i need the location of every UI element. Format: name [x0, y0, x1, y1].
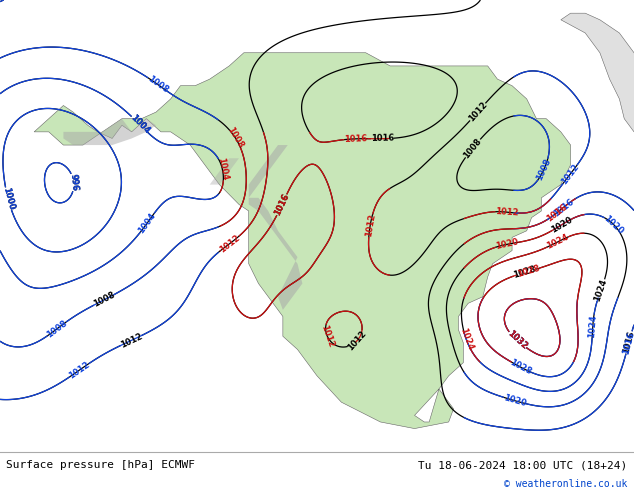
Text: Surface pressure [hPa] ECMWF: Surface pressure [hPa] ECMWF	[6, 460, 195, 470]
Polygon shape	[34, 53, 571, 429]
Text: Tu 18-06-2024 18:00 UTC (18+24): Tu 18-06-2024 18:00 UTC (18+24)	[418, 460, 628, 470]
Text: 1028: 1028	[512, 265, 537, 280]
Text: 1020: 1020	[602, 214, 625, 236]
Text: 1024: 1024	[587, 314, 598, 338]
Text: 1004: 1004	[128, 113, 151, 136]
Text: 1016: 1016	[621, 330, 634, 355]
Text: 1020: 1020	[503, 393, 527, 408]
Text: 1008: 1008	[462, 136, 484, 160]
Text: 1016: 1016	[621, 330, 634, 355]
Text: 1000: 1000	[1, 186, 15, 211]
Text: 996: 996	[68, 173, 79, 192]
Polygon shape	[249, 145, 288, 198]
Text: 1024: 1024	[593, 278, 609, 303]
Text: © weatheronline.co.uk: © weatheronline.co.uk	[504, 479, 628, 489]
Text: 1012: 1012	[467, 100, 489, 123]
Text: 1024: 1024	[545, 233, 570, 251]
Text: 1000: 1000	[1, 186, 15, 211]
Text: 1032: 1032	[505, 329, 529, 351]
Text: 1016: 1016	[344, 134, 368, 144]
Text: 1016: 1016	[545, 202, 569, 223]
Text: 1012: 1012	[346, 329, 368, 352]
Text: 1012: 1012	[364, 213, 377, 238]
Text: 1016: 1016	[371, 134, 394, 144]
Text: 1012: 1012	[319, 323, 335, 348]
Text: 1012: 1012	[67, 360, 91, 381]
Text: 1016: 1016	[273, 193, 291, 218]
Text: 1008: 1008	[92, 291, 117, 309]
Text: 1028: 1028	[508, 358, 533, 377]
Text: 1032: 1032	[505, 329, 529, 351]
Text: 1008: 1008	[225, 125, 245, 149]
Text: 1032: 1032	[505, 329, 529, 351]
Polygon shape	[249, 198, 302, 310]
Text: 1020: 1020	[550, 215, 574, 234]
Text: 996: 996	[68, 173, 79, 192]
Polygon shape	[561, 13, 634, 132]
Text: 1012: 1012	[119, 331, 143, 350]
Text: 1004: 1004	[216, 157, 229, 181]
Text: 1016: 1016	[552, 197, 575, 219]
Text: 1028: 1028	[516, 264, 541, 279]
Text: 1012: 1012	[495, 207, 519, 218]
Text: 1020: 1020	[495, 238, 519, 251]
Polygon shape	[63, 119, 156, 145]
Text: 1016: 1016	[273, 193, 291, 218]
Text: 1004: 1004	[137, 211, 158, 235]
Text: 1008: 1008	[535, 157, 553, 182]
Text: 1012: 1012	[218, 233, 242, 254]
Text: 1024: 1024	[458, 326, 474, 351]
Text: 1004: 1004	[128, 113, 151, 136]
Text: 1008: 1008	[45, 318, 69, 340]
Polygon shape	[210, 158, 239, 185]
Text: 1012: 1012	[559, 162, 581, 186]
Text: 1008: 1008	[146, 74, 170, 95]
